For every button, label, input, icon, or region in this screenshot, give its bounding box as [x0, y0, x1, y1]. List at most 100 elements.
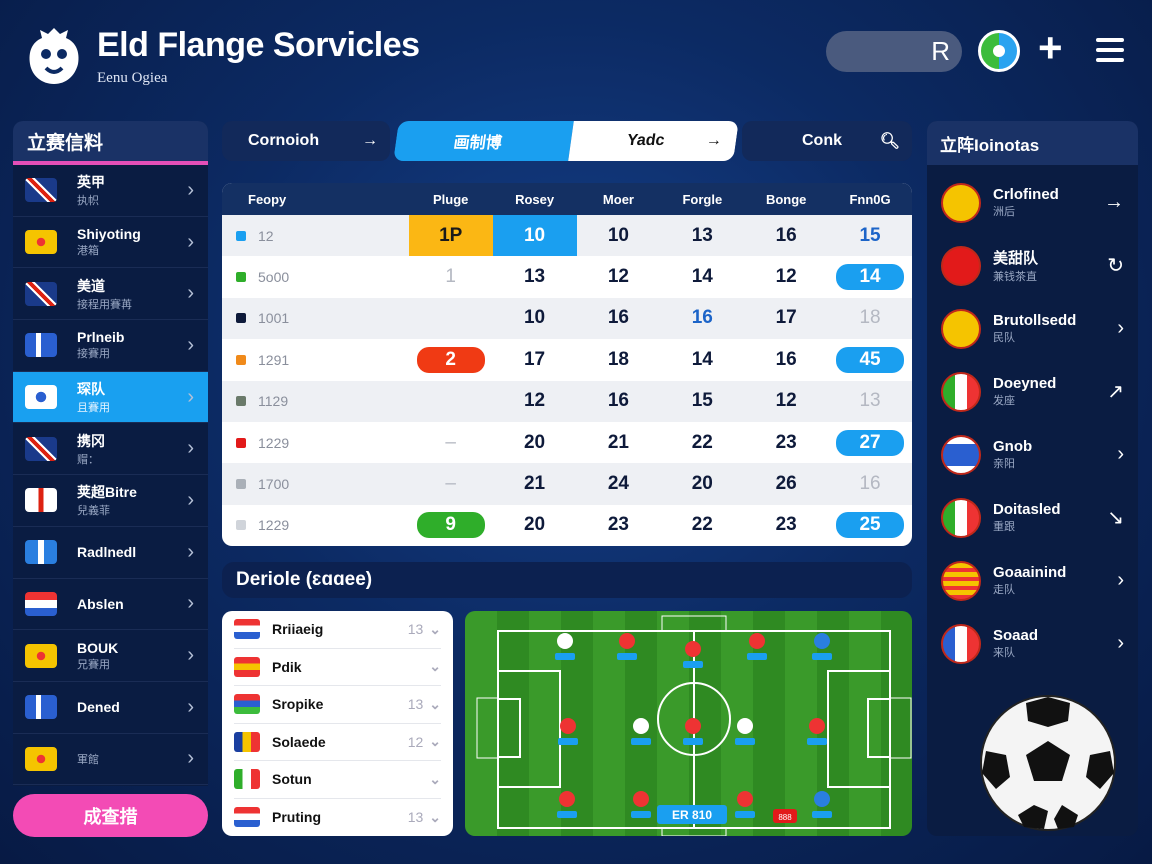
- column-header[interactable]: Rosey: [515, 191, 555, 207]
- chevron-down-icon[interactable]: ⌄: [429, 733, 441, 750]
- column-header[interactable]: Feopy: [248, 191, 287, 207]
- refresh-icon[interactable]: ↻: [1107, 255, 1124, 277]
- tab-2[interactable]: 画制博 Yadc →: [393, 121, 739, 161]
- section-title: Deriole (ɛɑɑee): [222, 562, 912, 598]
- table-row[interactable]: 1129 12 16 15 12 13: [222, 380, 912, 422]
- right-panel-item[interactable]: Doitasled 重跟 ↘: [927, 486, 1138, 549]
- sidebar-item[interactable]: 美道 接程用賽苒 ›: [13, 268, 208, 321]
- lineup-item[interactable]: Pruting 13 ⌄: [234, 799, 441, 837]
- tab-1[interactable]: Cornoioh →: [222, 121, 390, 161]
- player-marker[interactable]: [814, 633, 830, 649]
- chevron-right-icon[interactable]: ›: [1117, 632, 1124, 654]
- sidebar-item[interactable]: Abslen ›: [13, 579, 208, 631]
- chevron-down-icon[interactable]: ⌄: [429, 770, 441, 787]
- lineup-item[interactable]: Pdik ⌄: [234, 649, 441, 686]
- player-marker[interactable]: [685, 641, 701, 657]
- player-marker[interactable]: [737, 791, 753, 807]
- arrow-right-icon: →: [704, 132, 724, 149]
- right-panel: 立阵Ioinotas Crlofined 洲后 → 美甜队 兼钱茶直 ↻ Bruto…: [927, 121, 1138, 836]
- table-row[interactable]: 1291 2 17 18 14 16 45: [222, 339, 912, 380]
- chevron-down-icon[interactable]: ⌄: [429, 808, 441, 825]
- table-cell: 16: [691, 307, 713, 329]
- table-row[interactable]: 5o00 1 13 12 14 12 14: [222, 256, 912, 297]
- sidebar-item[interactable]: 英甲 执帜 ›: [13, 165, 208, 217]
- search-button[interactable]: R: [826, 31, 962, 72]
- player-marker[interactable]: [560, 718, 576, 734]
- table-cell: [409, 381, 493, 422]
- sidebar-item[interactable]: Radlnedl ›: [13, 527, 208, 579]
- chevron-right-icon[interactable]: ›: [1117, 443, 1124, 465]
- expand-icon[interactable]: ↗: [1107, 381, 1124, 403]
- table-cell: [409, 298, 493, 339]
- table-row[interactable]: 1229 9 20 23 22 23 25: [222, 505, 912, 546]
- column-header[interactable]: Moer: [602, 191, 634, 207]
- tab-2-active[interactable]: 画制博: [393, 121, 574, 161]
- sidebar-item[interactable]: 荚超Bitre 兒義菲 ›: [13, 475, 208, 527]
- tab-2-secondary[interactable]: Yadc →: [568, 121, 739, 161]
- right-panel-item[interactable]: Goaainind 走队 ›: [927, 549, 1138, 612]
- sidebar-item[interactable]: BOUK 兄賽用 ›: [13, 630, 208, 682]
- chevron-right-icon: ›: [187, 592, 194, 615]
- arrow-right-icon[interactable]: →: [1104, 191, 1124, 213]
- right-panel-item[interactable]: Soaad 来队 ›: [927, 612, 1138, 675]
- tab-3[interactable]: Conk 🔍︎: [742, 121, 912, 161]
- sidebar-item[interactable]: 携冈 赗： ›: [13, 423, 208, 476]
- lineup-item[interactable]: Sropike 13 ⌄: [234, 686, 441, 724]
- lineup-item[interactable]: Sotun ⌄: [234, 761, 441, 799]
- table-row[interactable]: 1700 – 21 24 20 26 16: [222, 463, 912, 505]
- right-panel-item[interactable]: Crlofined 洲后 →: [927, 171, 1138, 234]
- stats-table: Feopy Pluge Rosey Moer Forgle Bonge Fnn0G 12 1P…: [222, 183, 912, 546]
- chevron-right-icon[interactable]: ›: [1117, 569, 1124, 591]
- sidebar-title: 立赛信料: [13, 121, 208, 165]
- player-marker[interactable]: [619, 633, 635, 649]
- column-header[interactable]: Fnn0G: [849, 191, 891, 207]
- right-panel-item[interactable]: 美甜队 兼钱茶直 ↻: [927, 234, 1138, 297]
- player-marker[interactable]: [633, 791, 649, 807]
- player-marker[interactable]: [809, 718, 825, 734]
- column-header[interactable]: Forgle: [682, 191, 723, 207]
- player-marker[interactable]: [559, 791, 575, 807]
- lineup-name: Sotun: [272, 771, 312, 788]
- right-panel-item[interactable]: Doeyned 发座 ↗: [927, 360, 1138, 423]
- row-label: 1229: [258, 517, 290, 534]
- tab-label: Conk: [802, 132, 842, 149]
- plus-icon[interactable]: +: [1038, 24, 1063, 71]
- player-marker[interactable]: [685, 718, 701, 734]
- sidebar-item[interactable]: 軍館 ›: [13, 734, 208, 786]
- table-row[interactable]: 12 1P 10 10 13 16 15: [222, 215, 912, 257]
- collapse-icon[interactable]: ↘: [1107, 507, 1124, 529]
- lineup-item[interactable]: Solaede 12 ⌄: [234, 724, 441, 761]
- column-header[interactable]: Bonge: [765, 191, 807, 207]
- globe-icon[interactable]: [978, 30, 1020, 72]
- sidebar: 立赛信料 英甲 执帜 › Shiyoting 港箱 › 美道 接程用賽苒 › P…: [13, 121, 208, 786]
- table-cell: 14: [691, 266, 713, 288]
- player-marker[interactable]: [814, 791, 830, 807]
- chevron-right-icon: ›: [187, 488, 194, 511]
- player-marker[interactable]: [737, 718, 753, 734]
- chevron-down-icon[interactable]: ⌄: [429, 620, 441, 637]
- table-row[interactable]: 1001 10 16 16 17 18: [222, 297, 912, 340]
- chevron-right-icon[interactable]: ›: [1117, 317, 1124, 339]
- chevron-down-icon[interactable]: ⌄: [429, 695, 441, 712]
- sidebar-item[interactable]: Dened ›: [13, 682, 208, 734]
- column-header[interactable]: Pluge: [433, 191, 469, 207]
- row-label-cell: 1700: [222, 463, 409, 504]
- player-marker[interactable]: [633, 718, 649, 734]
- lineup-item[interactable]: Rriiaeig 13 ⌄: [234, 611, 441, 649]
- player-marker[interactable]: [557, 633, 573, 649]
- table-row[interactable]: 1229 – 20 21 22 23 27: [222, 422, 912, 463]
- sidebar-action-button[interactable]: 成查措: [13, 794, 208, 837]
- team-sub: 民队: [993, 332, 1015, 344]
- chevron-down-icon[interactable]: ⌄: [429, 658, 441, 675]
- menu-icon[interactable]: [1096, 38, 1124, 62]
- table-cell: 45: [828, 339, 912, 380]
- player-marker[interactable]: [749, 633, 765, 649]
- sidebar-item[interactable]: Prlneib 接賽用 ›: [13, 320, 208, 372]
- right-panel-item[interactable]: Gnob 亲阳 ›: [927, 423, 1138, 486]
- sidebar-item[interactable]: Shiyoting 港箱 ›: [13, 217, 208, 269]
- row-marker-icon: [236, 479, 246, 490]
- player-tag: [631, 738, 651, 745]
- right-panel-item[interactable]: Brutollsedd 民队 ›: [927, 297, 1138, 360]
- table-cell: 16: [607, 307, 629, 329]
- sidebar-item[interactable]: 琛队 且賽用 ›: [13, 371, 208, 424]
